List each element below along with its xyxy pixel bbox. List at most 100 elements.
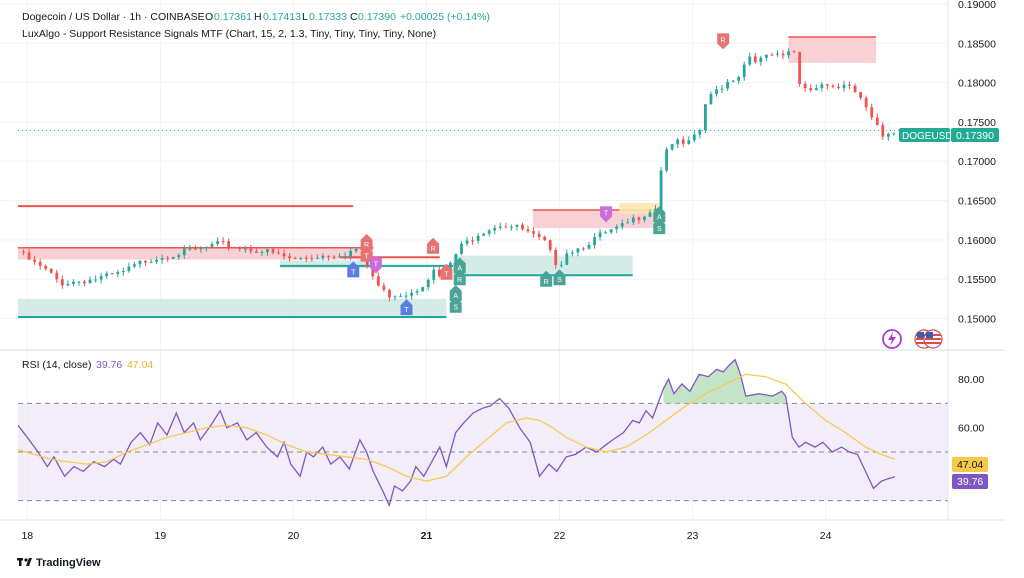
signal-shape (427, 237, 440, 254)
candle-up (155, 259, 158, 262)
change-value: +0.00025 (+0.14%) (400, 11, 490, 23)
signal-shape (653, 218, 666, 235)
signal-shape (360, 233, 373, 250)
price-tick-label: 0.17500 (958, 117, 996, 129)
candle-up (454, 253, 458, 263)
candle-down (554, 249, 558, 265)
resistance-zone (788, 36, 877, 63)
candle-down (49, 268, 53, 273)
candle-up (188, 248, 192, 250)
candle-up (731, 80, 735, 82)
candle-down (221, 241, 225, 243)
candle-down (532, 231, 535, 234)
signal-shape (360, 245, 373, 262)
candle-up (182, 248, 186, 256)
candle-up (665, 149, 669, 171)
candle-up (814, 88, 818, 90)
candle-down (271, 249, 275, 253)
candle-up (698, 130, 702, 135)
us-flag-icon[interactable] (914, 329, 943, 349)
candle-down (521, 224, 524, 230)
rsi-ma-tag: 47.04 (952, 457, 988, 472)
candle-down (881, 125, 885, 137)
signal-marker: A (449, 284, 462, 301)
signal-label: A (453, 293, 458, 300)
candle-up (210, 244, 214, 247)
signal-label: T (364, 254, 369, 261)
time-tick-label: 19 (155, 530, 167, 542)
candle-down (504, 226, 508, 228)
signal-shape (400, 299, 413, 316)
candle-up (410, 292, 413, 296)
signal-shape (553, 269, 566, 286)
candle-down (437, 269, 441, 277)
candle-up (138, 260, 142, 265)
candle-down (875, 117, 879, 126)
signal-marker: S (449, 296, 462, 313)
candle-down (770, 54, 774, 56)
flash-icon[interactable] (882, 329, 902, 349)
candle-down (837, 86, 840, 88)
candle-up (116, 271, 120, 274)
signal-label: S (453, 305, 458, 312)
signal-label: R (364, 242, 369, 249)
indicator-title: LuxAlgo - Support Resistance Signals MTF… (22, 28, 436, 40)
signal-marker: R (540, 270, 553, 287)
resistance-zone (18, 247, 374, 260)
price-tick-label: 0.19000 (958, 0, 996, 11)
candle-down (304, 258, 308, 260)
low-value: 0.17333 (309, 11, 347, 23)
candle-up (593, 237, 596, 246)
candle-up (842, 84, 846, 88)
candle-up (260, 252, 264, 254)
candle-down (870, 107, 874, 118)
open-value: 0.17361 (214, 11, 252, 23)
candle-up (393, 296, 397, 298)
support-resistance-zones (18, 36, 877, 318)
candle-up (349, 251, 353, 257)
rsi-overbought-fill (663, 359, 786, 404)
high-label: H (254, 11, 262, 23)
candle-down (809, 87, 813, 90)
candle-down (798, 52, 802, 84)
candle-down (848, 84, 851, 86)
rsi-current-value: 39.76 (96, 359, 122, 371)
candle-up (465, 240, 469, 244)
signal-marker: T (347, 261, 360, 278)
candle-up (315, 258, 319, 260)
candle-up (121, 271, 125, 273)
signal-label: S (657, 226, 662, 233)
candle-down (548, 240, 552, 250)
signal-label: T (404, 307, 409, 314)
rsi-tick-label: 60.00 (958, 423, 984, 435)
rsi-value-tag: 39.76 (952, 474, 988, 489)
rsi-legend: RSI (14, close) 39.76 47.04 (22, 359, 153, 371)
candle-down (637, 217, 641, 220)
candle-up (77, 281, 81, 283)
signal-shape (717, 33, 730, 50)
signal-label: S (557, 277, 562, 284)
candle-up (715, 89, 718, 95)
candle-up (886, 133, 890, 137)
candle-up (787, 51, 790, 56)
tradingview-logo[interactable]: TradingView (17, 557, 101, 569)
last-price-tag: DOGEUSD 0.17390 (899, 128, 999, 142)
signal-label: R (431, 246, 436, 253)
candle-up (127, 266, 131, 272)
rsi-ma-tag-value: 47.04 (957, 459, 983, 471)
signal-marker: R (427, 237, 440, 254)
candle-down (38, 261, 42, 266)
candle-up (737, 76, 741, 81)
candle-up (631, 217, 635, 223)
signal-shape (600, 206, 613, 223)
candle-up (776, 53, 779, 55)
close-label: C (350, 11, 358, 23)
candle-up (493, 227, 497, 231)
candle-up (149, 261, 153, 263)
candle-down (382, 285, 386, 290)
symbol-title: Dogecoin / US Dollar · 1h · COINBASE (22, 11, 205, 23)
time-tick-label: 22 (554, 530, 566, 542)
candle-down (232, 247, 236, 249)
candle-up (482, 233, 486, 236)
